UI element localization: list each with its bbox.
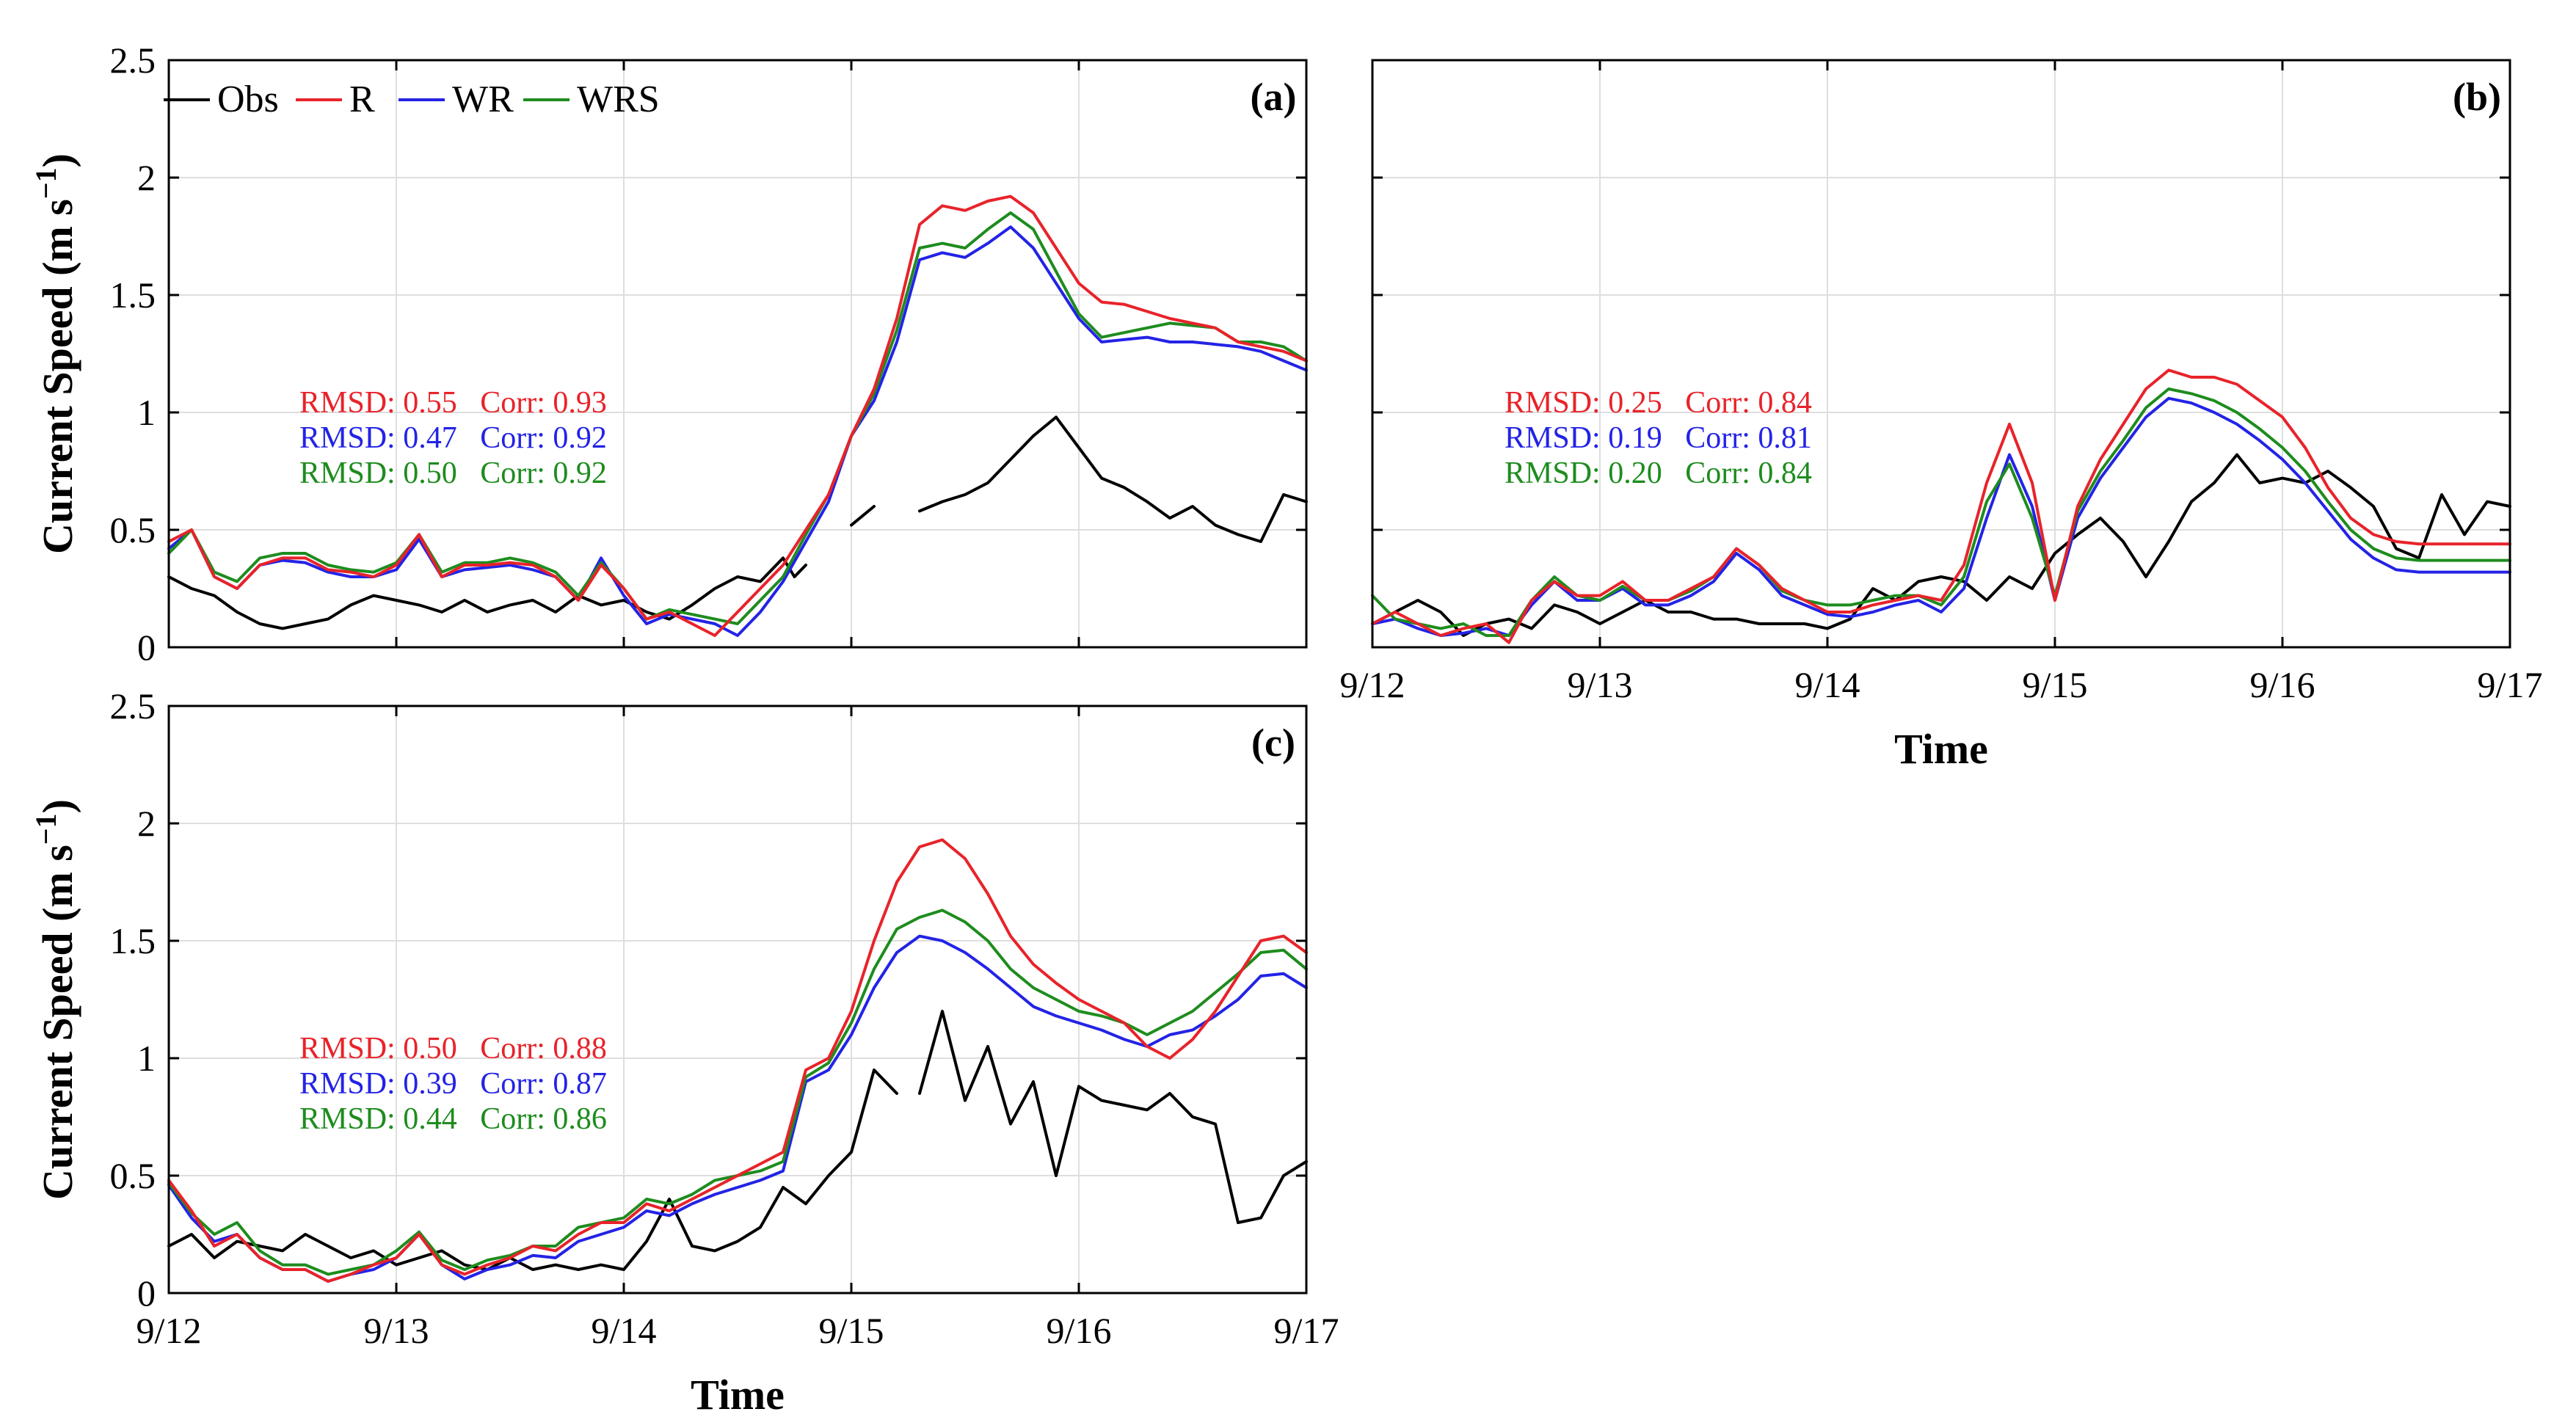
stats-line: RMSD: 0.20 Corr: 0.84 [1505,456,1812,490]
legend-item-wr: WR [399,79,514,120]
x-tick-label: 9/17 [2478,664,2543,705]
series-line-obs [167,1010,1308,1271]
x-tick-label: 9/13 [364,1310,429,1351]
tick-marks [167,704,1308,1295]
x-axis-label: Time [691,1371,785,1419]
axes-frame [1371,59,2511,649]
x-tick-label: 9/13 [1568,664,1633,705]
y-tick-label: 2.5 [110,685,156,727]
grid [168,705,1307,1294]
legend-label: Obs [217,79,279,120]
y-tick-label: 0 [137,1272,156,1314]
x-tick-label: 9/15 [2023,664,2088,705]
y-axis-label-close: ) [34,153,81,167]
y-tick-label: 0.5 [110,509,156,550]
stats-line: RMSD: 0.55 Corr: 0.93 [299,386,607,420]
grid [1372,59,2511,648]
series-line-r [1371,368,2511,644]
y-axis-label-main: Current Speed (m s [34,845,81,1200]
legend-label: R [349,79,375,120]
x-tick-label: 9/12 [137,1310,202,1351]
y-axis-label-superscript: −1 [29,167,62,199]
stats-line: RMSD: 0.50 Corr: 0.92 [299,456,607,490]
panel-b: 9/12 9/13 9/14 9/15 9/16 9/17 Time (b) RMSD: 0.2… [1340,59,2543,773]
y-tick-label: 0 [137,627,156,668]
stats-line: RMSD: 0.50 Corr: 0.88 [299,1032,607,1066]
y-tick-label: 1.5 [110,274,156,316]
stats-line: RMSD: 0.19 Corr: 0.81 [1505,421,1812,455]
y-axis-label-superscript: −1 [29,813,62,845]
y-tick-label: 1 [137,1038,156,1079]
y-tick-label: 1 [137,392,156,433]
series-group [1371,368,2511,644]
series-line-obs [167,415,1308,630]
y-tick-label: 0.5 [110,1155,156,1196]
stats-line: RMSD: 0.47 Corr: 0.92 [299,421,607,455]
panel-label: (c) [1251,721,1295,765]
legend: Obs R WR WRS [164,79,660,120]
stats-line: RMSD: 0.39 Corr: 0.87 [299,1067,607,1101]
legend-item-wrs: WRS [523,79,660,120]
tick-marks [167,59,1308,649]
series-line-r [167,194,1308,637]
series-group [167,838,1308,1283]
y-tick-label: 2.5 [110,40,156,81]
panel-c: 9/12 9/13 9/14 9/15 9/16 9/17 0 0.5 1 1.5 2 2.5 Curr… [29,685,1339,1419]
x-tick-label: 9/16 [1047,1310,1112,1351]
y-axis-label-close: ) [34,799,81,813]
panel-label: (a) [1251,75,1297,119]
x-tick-label: 9/17 [1274,1310,1339,1351]
stats-line: RMSD: 0.25 Corr: 0.84 [1505,386,1812,420]
x-tick-label: 9/12 [1340,664,1405,705]
series-line-r [167,838,1308,1283]
x-tick-label: 9/15 [819,1310,884,1351]
y-axis-label-main: Current Speed (m s [34,199,81,554]
legend-item-r: R [296,79,375,120]
y-tick-label: 2 [137,157,156,198]
y-axis-label: Current Speed (m s−1) [29,153,81,554]
series-group [167,194,1308,637]
grid [168,59,1307,648]
tick-marks [1371,59,2511,649]
x-tick-label: 9/14 [1795,664,1860,705]
stats-line: RMSD: 0.44 Corr: 0.86 [299,1102,607,1136]
panel-label: (b) [2453,75,2501,119]
legend-label: WRS [577,79,660,120]
series-line-wrs [167,211,1308,625]
y-tick-label: 2 [137,803,156,844]
series-line-wrs [1371,387,2511,637]
legend-item-obs: Obs [164,79,279,120]
axes-frame [167,59,1308,649]
x-tick-label: 9/14 [592,1310,657,1351]
x-axis-label: Time [1894,725,1988,773]
panel-a: 0 0.5 1 1.5 2 2.5 Current Speed (m s−1) (a) RMSD… [29,40,1308,668]
y-axis-label: Current Speed (m s−1) [29,799,81,1200]
legend-label: WR [452,79,514,120]
x-tick-label: 9/16 [2250,664,2315,705]
axes-frame [167,704,1308,1295]
series-line-wr [167,225,1308,637]
y-tick-label: 1.5 [110,920,156,961]
